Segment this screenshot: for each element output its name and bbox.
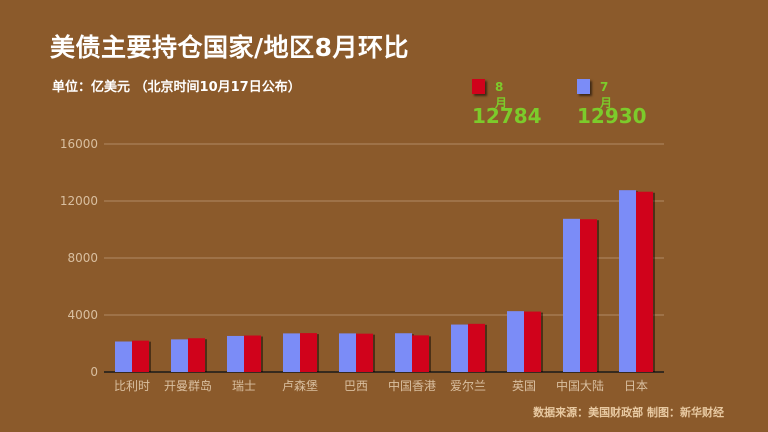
x-tick-label: 中国香港: [388, 378, 436, 393]
bar: [507, 311, 524, 372]
bar: [115, 341, 132, 372]
x-tick-label: 开曼群岛: [164, 378, 212, 393]
bar: [563, 218, 580, 372]
legend-total-jul: 12930: [577, 104, 647, 128]
bar: [468, 323, 485, 372]
x-tick-label: 比利时: [114, 379, 150, 393]
legend-label-jul: 7月: [600, 80, 613, 110]
bar: [524, 311, 541, 372]
bar: [300, 333, 317, 372]
bar: [188, 338, 205, 372]
y-tick-label: 4000: [67, 308, 98, 322]
y-tick-label: 0: [90, 365, 98, 379]
bar: [339, 333, 356, 372]
legend-total-aug: 12784: [472, 104, 542, 128]
bar: [227, 335, 244, 372]
bar: [580, 219, 597, 372]
bar: [636, 191, 653, 372]
legend-label-aug: 8月: [495, 80, 508, 110]
bar: [244, 335, 261, 372]
x-tick-label: 巴西: [344, 379, 368, 393]
x-tick-label: 日本: [624, 379, 648, 393]
chart-title: 美债主要持仓国家/地区8月环比: [50, 33, 410, 62]
x-tick-label: 英国: [512, 379, 536, 393]
bar: [451, 324, 468, 372]
bar: [132, 340, 149, 372]
y-tick-label: 12000: [60, 194, 98, 208]
legend-swatch-aug: [472, 79, 485, 94]
x-tick-label: 卢森堡: [282, 378, 318, 393]
bar: [619, 190, 636, 372]
x-tick-label: 中国大陆: [556, 378, 604, 393]
bar: [395, 333, 412, 372]
legend-swatch-jul: [577, 79, 590, 94]
x-tick-label: 瑞士: [232, 379, 256, 393]
bar: [171, 339, 188, 372]
source-note: 数据来源：美国财政部 制图：新华财经: [533, 406, 724, 419]
y-tick-label: 16000: [60, 137, 98, 151]
chart-subtitle: 单位：亿美元 （北京时间10月17日公布）: [52, 80, 301, 95]
bar: [283, 333, 300, 372]
bar: [356, 333, 373, 372]
x-tick-label: 爱尔兰: [450, 378, 486, 393]
bar: [412, 335, 429, 372]
y-tick-label: 8000: [67, 251, 98, 265]
